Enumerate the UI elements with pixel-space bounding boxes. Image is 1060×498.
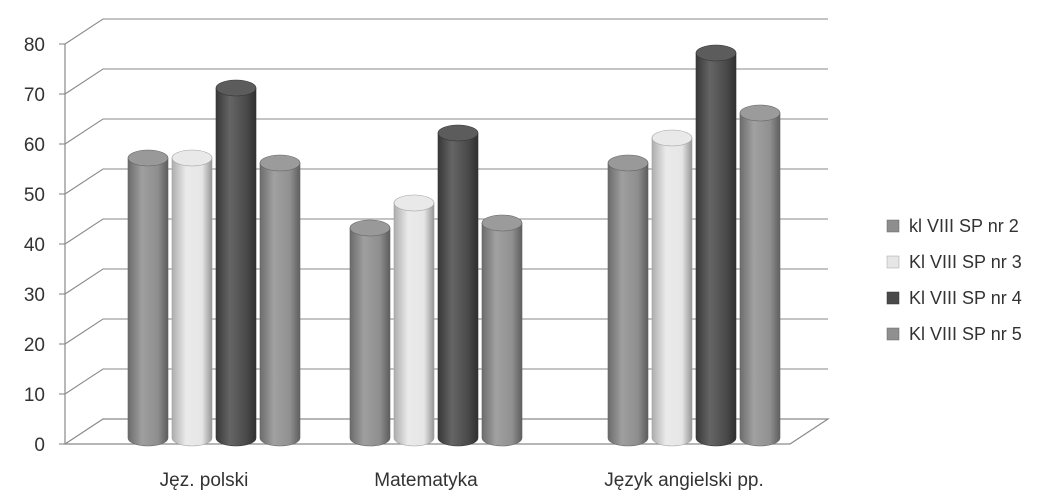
bar-body xyxy=(607,162,649,447)
gridline xyxy=(64,118,828,145)
x-category-label: Jęz. polski xyxy=(160,470,249,491)
bar xyxy=(607,154,649,447)
legend-item: Kl VIII SP nr 3 xyxy=(886,252,1022,272)
gridline xyxy=(64,318,828,345)
legend: kl VIII SP nr 2 Kl VIII SP nr 3 Kl VIII SP… xyxy=(886,216,1022,344)
x-axis: Jęz. polski Matematyka Język angielski pp. xyxy=(160,470,764,491)
legend-label: Kl VIII SP nr 5 xyxy=(909,324,1022,344)
bar-body xyxy=(171,157,213,447)
bar-top xyxy=(259,154,301,172)
legend-item: Kl VIII SP nr 4 xyxy=(886,288,1022,308)
bar-top xyxy=(215,79,257,97)
bar-top xyxy=(607,154,649,172)
bar xyxy=(127,149,169,447)
x-category-label: Język angielski pp. xyxy=(604,470,763,491)
legend-item: kl VIII SP nr 2 xyxy=(886,216,1019,236)
bar-top xyxy=(171,149,213,167)
y-tick-label: 0 xyxy=(34,435,45,456)
gridlines xyxy=(64,18,828,395)
x-category-label: Matematyka xyxy=(374,470,478,491)
bar-body xyxy=(739,112,781,447)
bars xyxy=(127,44,781,447)
bar xyxy=(481,214,523,447)
y-tick-label: 30 xyxy=(24,285,45,306)
bar-body xyxy=(393,202,435,447)
bar-top xyxy=(127,149,169,167)
y-tick-label: 50 xyxy=(24,185,45,206)
bar-top xyxy=(437,124,479,142)
gridline xyxy=(64,18,828,45)
y-tick-label: 60 xyxy=(24,135,45,156)
bar-top xyxy=(481,214,523,232)
bar-body xyxy=(437,132,479,447)
bar xyxy=(739,104,781,447)
y-tick-label: 40 xyxy=(24,235,45,256)
bar-body xyxy=(127,157,169,447)
bar xyxy=(393,194,435,447)
legend-swatch xyxy=(886,291,900,305)
bar xyxy=(695,44,737,447)
bar-top xyxy=(349,219,391,237)
legend-swatch xyxy=(886,327,900,341)
bar-body xyxy=(651,137,693,447)
gridline xyxy=(64,368,828,395)
y-axis: 0 10 20 30 40 50 60 70 80 xyxy=(24,35,65,456)
bar-top xyxy=(695,44,737,62)
gridline xyxy=(64,268,828,295)
y-tick-label: 20 xyxy=(24,335,45,356)
gridline xyxy=(64,68,828,95)
gridline xyxy=(64,218,828,245)
legend-item: Kl VIII SP nr 5 xyxy=(886,324,1022,344)
legend-label: Kl VIII SP nr 3 xyxy=(909,252,1022,272)
bar xyxy=(349,219,391,447)
legend-swatch xyxy=(886,219,900,233)
bar xyxy=(259,154,301,447)
bar-body xyxy=(695,52,737,447)
y-tick-label: 10 xyxy=(24,385,45,406)
bar xyxy=(215,79,257,447)
y-tick-label: 80 xyxy=(24,35,45,56)
y-tick-label: 70 xyxy=(24,85,45,106)
bar-top xyxy=(651,129,693,147)
bar-body xyxy=(349,227,391,447)
bar-top xyxy=(739,104,781,122)
bar-top xyxy=(393,194,435,212)
bar xyxy=(651,129,693,447)
bar-body xyxy=(215,87,257,447)
bar xyxy=(171,149,213,447)
legend-label: Kl VIII SP nr 4 xyxy=(909,288,1022,308)
gridline xyxy=(64,168,828,195)
legend-swatch xyxy=(886,255,900,269)
bar-body xyxy=(259,162,301,447)
bar xyxy=(437,124,479,447)
bar-body xyxy=(481,222,523,447)
legend-label: kl VIII SP nr 2 xyxy=(909,216,1019,236)
